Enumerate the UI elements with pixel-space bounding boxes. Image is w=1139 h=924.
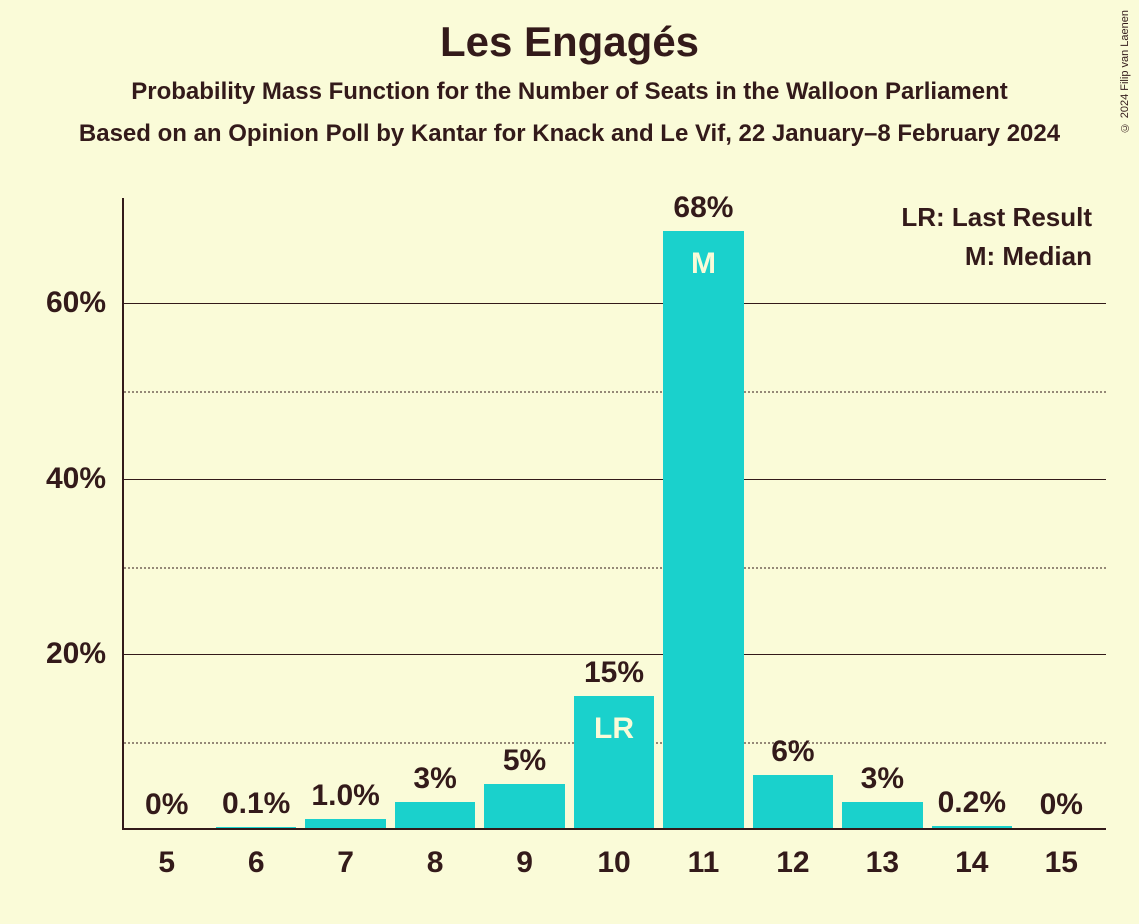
bar bbox=[484, 784, 565, 828]
x-tick-label: 12 bbox=[776, 846, 809, 880]
chart-source: Based on an Opinion Poll by Kantar for K… bbox=[0, 120, 1139, 148]
bar-value-label: 6% bbox=[771, 735, 814, 769]
x-tick-label: 15 bbox=[1045, 846, 1078, 880]
bar-value-label: 0.1% bbox=[222, 787, 290, 821]
plot-area: LR: Last Result M: Median 20%40%60% 5678… bbox=[122, 198, 1106, 830]
chart-legend: LR: Last Result M: Median bbox=[901, 202, 1092, 280]
x-tick-label: 14 bbox=[955, 846, 988, 880]
y-tick-label: 40% bbox=[6, 462, 106, 496]
chart-copyright: © 2024 Filip van Laenen bbox=[1119, 10, 1131, 133]
legend-lr: LR: Last Result bbox=[901, 202, 1092, 233]
bar-value-label: 0.2% bbox=[938, 786, 1006, 820]
x-tick-label: 9 bbox=[516, 846, 533, 880]
bar-value-label: 0% bbox=[145, 788, 188, 822]
bar-value-label: 3% bbox=[413, 762, 456, 796]
bar bbox=[663, 231, 744, 828]
grid-line-minor bbox=[124, 567, 1106, 569]
x-tick-label: 5 bbox=[158, 846, 175, 880]
x-tick-label: 10 bbox=[597, 846, 630, 880]
bar bbox=[753, 775, 834, 828]
chart-title: Les Engagés bbox=[0, 0, 1139, 66]
x-tick-label: 7 bbox=[337, 846, 354, 880]
y-axis bbox=[122, 198, 124, 830]
bar bbox=[932, 826, 1013, 828]
y-tick-label: 20% bbox=[6, 637, 106, 671]
bar bbox=[216, 827, 297, 828]
bar bbox=[842, 802, 923, 828]
grid-line-major bbox=[124, 654, 1106, 655]
x-tick-label: 13 bbox=[866, 846, 899, 880]
y-tick-label: 60% bbox=[6, 286, 106, 320]
bar-value-label: 15% bbox=[584, 656, 644, 690]
legend-m: M: Median bbox=[901, 241, 1092, 272]
grid-line-major bbox=[124, 479, 1106, 480]
chart-container: Les Engagés Probability Mass Function fo… bbox=[0, 0, 1139, 924]
bar-value-label: 68% bbox=[673, 191, 733, 225]
x-axis bbox=[122, 828, 1106, 830]
chart-subtitle: Probability Mass Function for the Number… bbox=[0, 78, 1139, 106]
bar-value-label: 1.0% bbox=[311, 779, 379, 813]
grid-line-minor bbox=[124, 391, 1106, 393]
x-tick-label: 8 bbox=[427, 846, 444, 880]
bar-value-label: 0% bbox=[1040, 788, 1083, 822]
bar bbox=[395, 802, 476, 828]
bar bbox=[305, 819, 386, 828]
x-tick-label: 11 bbox=[688, 846, 720, 880]
bar-value-label: 3% bbox=[861, 762, 904, 796]
bar-value-label: 5% bbox=[503, 744, 546, 778]
bar-inner-label: LR bbox=[594, 712, 634, 746]
bar-inner-label: M bbox=[691, 247, 716, 281]
x-tick-label: 6 bbox=[248, 846, 265, 880]
grid-line-major bbox=[124, 303, 1106, 304]
